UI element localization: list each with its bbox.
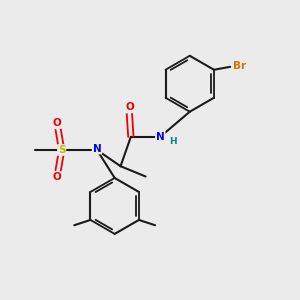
- Text: S: S: [58, 145, 65, 155]
- Text: H: H: [169, 137, 176, 146]
- Text: N: N: [156, 132, 165, 142]
- Text: O: O: [52, 118, 61, 128]
- Text: N: N: [93, 143, 101, 154]
- Text: O: O: [52, 172, 61, 182]
- Text: Br: Br: [233, 61, 246, 70]
- Text: O: O: [125, 102, 134, 112]
